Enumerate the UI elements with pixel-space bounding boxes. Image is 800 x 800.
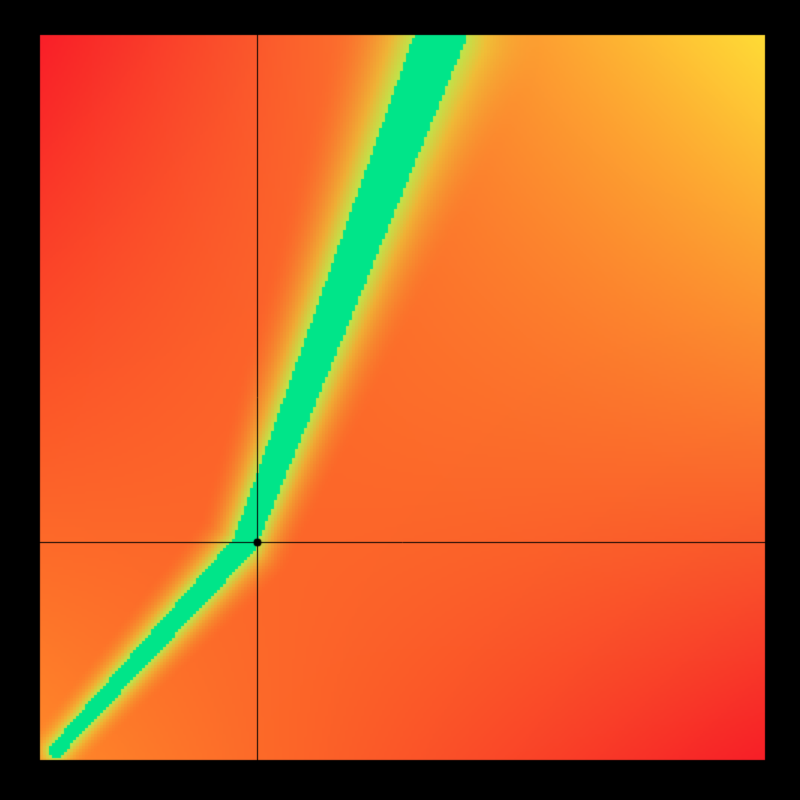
watermark-text: TheBottleneck.com (596, 6, 780, 29)
bottleneck-heatmap (0, 0, 800, 800)
